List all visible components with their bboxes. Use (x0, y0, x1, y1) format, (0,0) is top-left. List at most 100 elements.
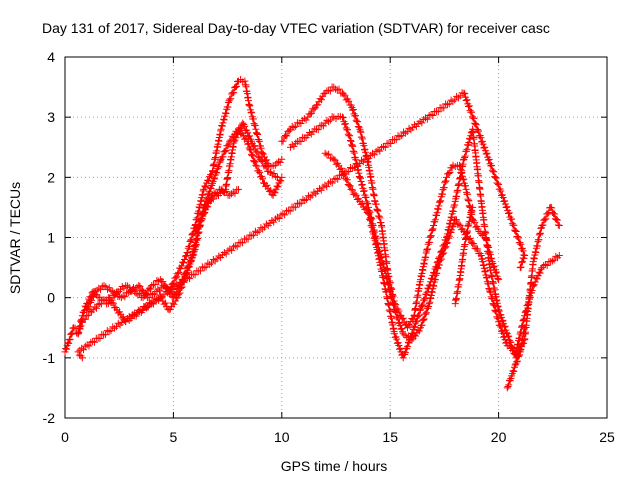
data-point (398, 324, 406, 332)
data-point (68, 330, 76, 338)
data-point (419, 316, 427, 324)
data-point (200, 209, 208, 217)
x-tick-labels: 0 5 10 15 20 25 (61, 429, 615, 445)
grid-lines (65, 57, 607, 418)
data-point (227, 95, 235, 103)
data-point (197, 197, 205, 205)
data-point (422, 310, 430, 318)
data-point (257, 157, 265, 165)
data-point (95, 284, 103, 292)
data-point (192, 236, 200, 244)
data-point (100, 331, 108, 339)
data-point (401, 350, 409, 358)
data-point (435, 255, 443, 263)
data-point (516, 351, 524, 359)
data-point (323, 151, 331, 159)
data-point (447, 96, 455, 104)
data-point (62, 345, 70, 353)
data-point (385, 281, 393, 289)
data-point (352, 112, 360, 120)
data-point (360, 187, 368, 195)
data-point (358, 199, 366, 207)
data-point (437, 248, 445, 256)
data-point (158, 292, 166, 300)
data-point (488, 166, 496, 174)
data-point (154, 285, 162, 293)
data-point (180, 259, 188, 267)
data-point (220, 148, 228, 156)
data-point (501, 322, 509, 330)
data-point (212, 168, 220, 176)
data-point (344, 126, 352, 134)
data-point (371, 237, 379, 245)
data-point (469, 114, 477, 122)
data-point (221, 147, 229, 155)
data-point (467, 211, 475, 219)
data-point (245, 101, 253, 109)
data-point (206, 188, 214, 196)
data-point (428, 227, 436, 235)
data-point (119, 292, 127, 300)
data-point (354, 161, 362, 169)
data-point (530, 255, 538, 263)
data-point (468, 207, 476, 215)
data-point (117, 294, 125, 302)
data-point (412, 122, 420, 130)
data-point (127, 314, 135, 322)
data-point (151, 295, 159, 303)
data-point (349, 106, 357, 114)
data-point (220, 115, 228, 123)
data-point (425, 112, 433, 120)
data-point (372, 200, 380, 208)
data-point (341, 167, 349, 175)
data-point (103, 327, 111, 335)
data-point (505, 381, 513, 389)
data-point (85, 303, 93, 311)
x-axis-title: GPS time / hours (281, 458, 388, 474)
data-point (191, 242, 199, 250)
data-point (456, 221, 464, 229)
data-point (241, 122, 249, 130)
data-point (357, 128, 365, 136)
data-point (406, 321, 414, 329)
data-point (471, 120, 479, 128)
data-point (207, 193, 215, 201)
data-point (228, 90, 236, 98)
data-point (192, 235, 200, 243)
data-point (491, 173, 499, 181)
data-point (548, 204, 556, 212)
data-point (363, 198, 371, 206)
data-point (448, 214, 456, 222)
data-point (209, 256, 217, 264)
data-point (420, 315, 428, 323)
data-point (495, 307, 503, 315)
data-point (362, 193, 370, 201)
data-point (285, 127, 293, 135)
data-point (500, 198, 508, 206)
data-point (373, 205, 381, 213)
data-point (250, 120, 258, 128)
data-point (225, 98, 233, 106)
data-point (204, 176, 212, 184)
data-point (365, 209, 373, 217)
data-point (438, 190, 446, 198)
data-point (401, 349, 409, 357)
data-point (185, 263, 193, 271)
data-point (184, 263, 192, 271)
data-point (273, 173, 281, 181)
data-point (348, 141, 356, 149)
data-point (479, 258, 487, 266)
data-point (283, 132, 291, 140)
data-point (255, 137, 263, 145)
data-point (468, 113, 476, 121)
data-point (503, 384, 511, 392)
y-axis-title: SDTVAR / TECUs (7, 182, 23, 294)
data-point (263, 181, 271, 189)
data-point (245, 144, 253, 152)
data-point (255, 136, 263, 144)
data-point (231, 189, 239, 197)
data-point (389, 299, 397, 307)
data-point (326, 178, 334, 186)
data-point (437, 197, 445, 205)
data-point (512, 228, 520, 236)
